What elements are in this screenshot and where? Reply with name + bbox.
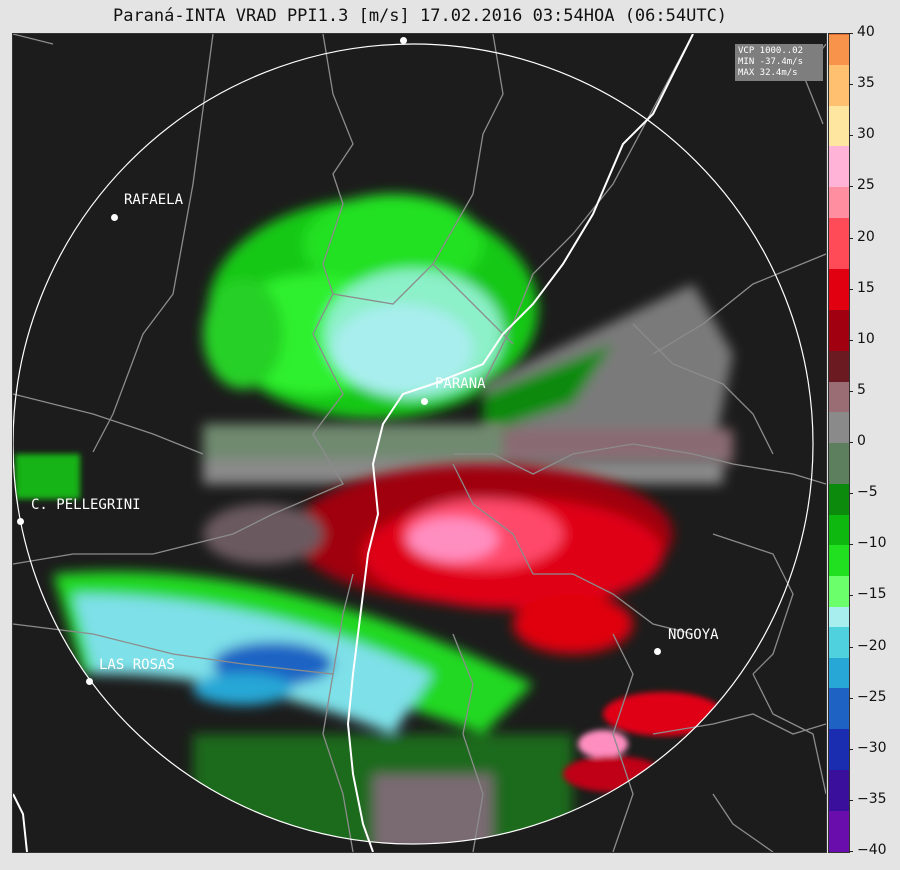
colorbar-segment xyxy=(829,350,849,382)
colorbar-segment xyxy=(829,811,849,852)
colorbar-segment xyxy=(829,146,849,188)
colorbar-segment xyxy=(829,688,849,730)
colorbar-segment xyxy=(829,483,849,515)
colorbar-segment xyxy=(829,627,849,658)
colorbar-segment xyxy=(829,34,849,65)
colorbar-tick xyxy=(849,851,853,852)
colorbar-segment xyxy=(829,34,849,35)
info-min: MIN -37.4m/s xyxy=(738,57,804,67)
city-dot-north xyxy=(400,37,407,44)
velocity-field xyxy=(15,194,733,844)
colorbar-tick xyxy=(849,288,853,290)
colorbar-tick-label: 5 xyxy=(857,381,866,398)
colorbar-tick-label: 25 xyxy=(857,177,875,194)
colorbar-tick xyxy=(849,493,853,495)
colorbar-segment xyxy=(829,575,849,607)
colorbar-tick xyxy=(849,544,853,546)
city-label-nogoya: NOGOYA xyxy=(668,627,719,643)
colorbar-tick xyxy=(849,135,853,137)
colorbar-tick-label: 15 xyxy=(857,279,875,296)
info-vcp: VCP 1000..02 xyxy=(738,46,804,56)
colorbar-segment xyxy=(829,105,849,147)
city-label-lasrosas: LAS ROSAS xyxy=(99,657,175,673)
colorbar-segment xyxy=(829,64,849,106)
colorbar-tick-label: −10 xyxy=(857,535,887,552)
city-label-pellegrini: C. PELLEGRINI xyxy=(31,497,141,513)
colorbar-tick-label: 40 xyxy=(857,24,875,40)
colorbar-tick-label: −35 xyxy=(857,790,887,807)
city-dot-pellegrini xyxy=(17,518,24,525)
map-title: Paraná-INTA VRAD PPI1.3 [m/s] 17.02.2016… xyxy=(112,6,728,26)
colorbar-tick xyxy=(849,186,853,188)
colorbar-segment xyxy=(829,657,849,689)
colorbar-tick xyxy=(849,748,853,750)
colorbar-tick xyxy=(849,390,853,392)
colorbar-tick-label: −30 xyxy=(857,739,887,756)
radar-svg xyxy=(13,34,826,852)
colorbar-segment xyxy=(829,412,849,443)
city-dot-parana xyxy=(421,398,428,405)
colorbar-tick xyxy=(849,33,853,34)
colorbar xyxy=(828,33,850,853)
colorbar-segment xyxy=(829,218,849,270)
colorbar-tick xyxy=(849,646,853,648)
colorbar-tick-label: 20 xyxy=(857,228,875,245)
info-max: MAX 32.4m/s xyxy=(738,68,798,78)
info-box: VCP 1000..02 MIN -37.4m/s MAX 32.4m/s xyxy=(735,44,823,81)
colorbar-segment xyxy=(829,729,849,771)
radar-map[interactable]: VCP 1000..02 MIN -37.4m/s MAX 32.4m/s RA… xyxy=(12,33,827,853)
city-dot-lasrosas xyxy=(86,678,93,685)
colorbar-tick xyxy=(849,84,853,86)
parana-river xyxy=(346,34,694,852)
colorbar-segment xyxy=(829,381,849,413)
colorbar-tick xyxy=(849,595,853,597)
colorbar-tick-label: −25 xyxy=(857,688,887,705)
colorbar-tick xyxy=(849,697,853,699)
colorbar-segment xyxy=(829,514,849,546)
colorbar-tick-label: 35 xyxy=(857,75,875,92)
colorbar-segment xyxy=(829,443,849,484)
colorbar-segment xyxy=(829,269,849,311)
colorbar-tick-label: −20 xyxy=(857,637,887,654)
colorbar-tick xyxy=(849,442,853,443)
colorbar-tick xyxy=(849,237,853,239)
colorbar-tick-label: −40 xyxy=(857,842,887,858)
colorbar-tick-label: 0 xyxy=(857,433,866,449)
colorbar-tick-label: 10 xyxy=(857,330,875,347)
colorbar-tick-label: 30 xyxy=(857,126,875,143)
colorbar-tick xyxy=(849,339,853,341)
city-dot-nogoya xyxy=(654,648,661,655)
colorbar-segment xyxy=(829,770,849,812)
city-label-parana: PARANA xyxy=(435,376,486,392)
colorbar-tick-label: −15 xyxy=(857,586,887,603)
river-sw xyxy=(13,793,28,852)
city-dot-rafaela xyxy=(111,214,118,221)
colorbar-tick xyxy=(849,799,853,801)
colorbar-segment xyxy=(829,310,849,351)
colorbar-tick-label: −5 xyxy=(857,484,878,501)
city-label-rafaela: RAFAELA xyxy=(124,192,184,208)
colorbar-segment xyxy=(829,187,849,219)
colorbar-segment xyxy=(829,606,849,628)
colorbar-segment xyxy=(829,545,849,576)
province-boundaries xyxy=(13,34,826,852)
range-ring xyxy=(13,43,814,845)
